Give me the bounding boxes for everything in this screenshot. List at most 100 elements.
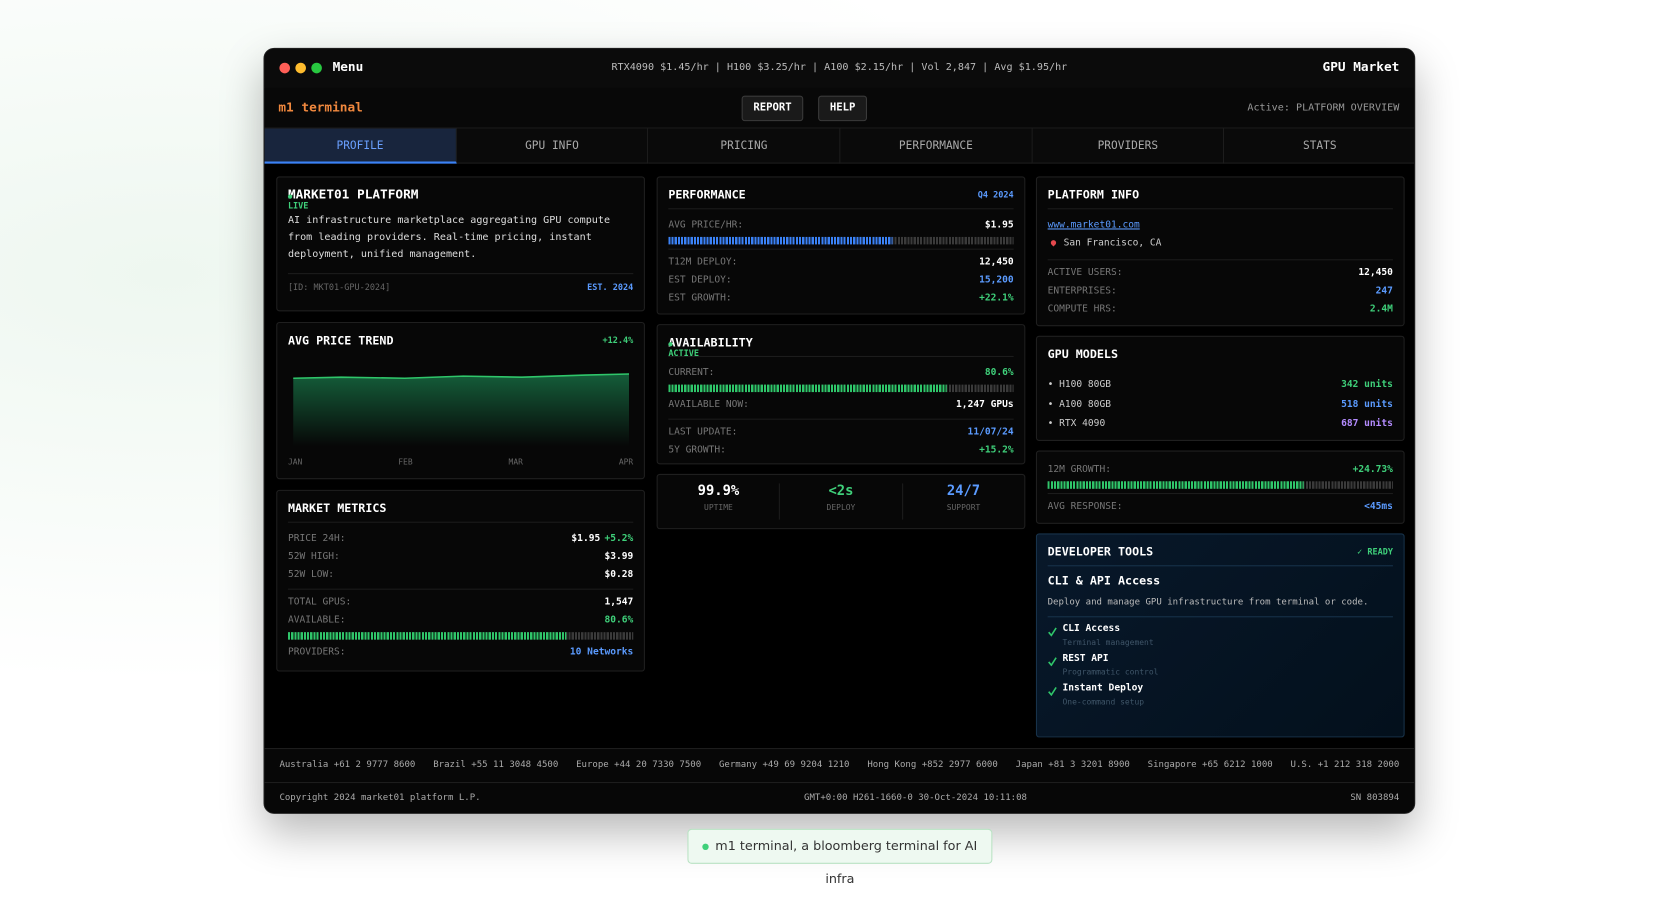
metric-value-text: 247 [1375,285,1393,297]
metric-label: 5Y GROWTH: [668,445,726,456]
timestamp: GMT+0:00 H261-1660-0 30-Oct-2024 10:11:0… [804,792,1027,804]
trend-panel: AVG PRICE TREND +12.4% JAN FEB MAR APR [276,321,645,480]
stats-panel: 99.9% UPTIME <2s DEPLOY 24/7 SUPPORT [656,473,1026,530]
metric-value-text: $3.99 [604,551,634,563]
metric-value-text: 15,200 [979,275,1014,286]
performance-panel: PERFORMANCE Q4 2024 AVG PRICE/HR: $1.95 T12M… [656,176,1026,315]
metric-value-text: 12,450 [979,257,1014,268]
panel-header: MARKET01 PLATFORM LIVE [287,187,633,210]
stat: 99.9% UPTIME [658,483,781,520]
metric-value: $1.95 [985,217,1014,235]
divider [287,588,634,590]
serial-number: SN 803894 [1350,792,1400,804]
window-dot [279,62,291,74]
metric-value: <45ms [1364,498,1393,516]
metric-row: • H100 80GB 342 units [1048,375,1393,395]
divider [1047,493,1393,495]
metric-row: • RTX 4090 687 units [1048,414,1393,434]
location-pin [1049,239,1058,247]
status-text: ✓ READY [1357,546,1393,557]
feature-text: REST API Programmatic control [1063,653,1159,676]
metric-value: 518 units [1341,395,1393,415]
profile-panel: MARKET01 PLATFORM LIVE AI infrastructure m… [276,176,645,312]
stat: <2s DEPLOY [780,483,903,520]
check-icon [1048,627,1057,637]
progress-bar [668,236,1014,245]
tab[interactable]: GPU INFO [456,128,649,164]
month-label: APR [618,456,634,467]
location: San Francisco, CA [1048,235,1393,253]
month-labels: JAN FEB MAR APR [288,453,633,471]
tab[interactable]: PERFORMANCE [840,128,1033,164]
metric-value-text: <45ms [1364,501,1393,513]
caption-text: m1 terminal, a bloomberg terminal for AI… [715,838,978,887]
metric-label: COMPUTE HRS: [1047,303,1117,315]
trend-line [293,373,630,380]
phone-number: U.S. +1 212 318 2000 [1290,759,1400,771]
panel-header: DEVELOPER TOOLS ✓ READY [1047,544,1393,567]
metric-value-text: 11/07/24 [967,427,1014,438]
metric-value: 342 units [1341,375,1393,395]
metric-value: 247 [1376,283,1393,301]
tab[interactable]: PROVIDERS [1032,128,1225,164]
metric-label: AVG PRICE/HR: [668,219,744,231]
progress-fill [668,384,947,393]
feature-detail: Programmatic control [1062,667,1159,677]
phone-number: Australia +61 2 9777 8600 [279,759,416,771]
progress-bar [668,384,1014,393]
profile-footer: [ID: MKT01-GPU-2024] EST. 2024 [288,278,633,296]
metric-label: 52W HIGH: [287,551,340,563]
metric-row: 52W LOW: $0.28 [288,566,633,584]
toolbar-button[interactable]: HELP [818,95,868,122]
metric-value: 80.6% [985,364,1014,382]
metric-value: 80.6% [604,612,633,630]
terminal-window: Menu RTX4090 $1.45/hr | H100 $3.25/hr | A… [263,47,1416,814]
active-view: Active: PLATFORM OVERVIEW [1247,102,1400,114]
metric-label: ACTIVE USERS: [1047,267,1123,279]
window-dot [311,62,322,74]
metric-value-text: $1.95 [984,219,1014,231]
metric-label: AVG RESPONSE: [1047,501,1123,513]
check-mark [1048,627,1063,647]
tab[interactable]: PROFILE [264,128,457,164]
metric-row: CURRENT: 80.6% [668,364,1013,382]
metric-value-text: +15.2% [979,445,1014,456]
status-badge: +12.4% [603,335,634,345]
profile-description: AI infrastructure marketplace aggregatin… [287,213,634,275]
metric-value: +24.73% [1353,461,1393,479]
metrics-panel: MARKET METRICS PRICE 24H: $1.95 +5.2% 52W HI… [276,489,645,672]
month-label: JAN [287,456,303,467]
feature-name: CLI Access [1062,623,1121,635]
panel-header: AVG PRICE TREND +12.4% [288,333,633,354]
metric-value-text: 80.6% [984,367,1014,379]
status-badge: Q4 2024 [978,190,1014,200]
metric-value: 11/07/24 [968,424,1014,442]
metric-row: LAST UPDATE: 11/07/24 [668,424,1013,442]
stat-value: 24/7 [946,483,981,500]
phone-number: Japan +81 3 3201 8900 [1015,759,1130,771]
tab[interactable]: PRICING [648,128,841,164]
website-link[interactable]: www.market01.com [1047,219,1140,231]
toolbar-button[interactable]: REPORT [741,95,804,122]
progress-fill [287,632,567,640]
menu-label[interactable]: Menu [332,59,364,75]
metric-value-text: +24.73% [1352,464,1393,475]
panel-header: PLATFORM INFO [1047,187,1393,210]
panel-title: DEVELOPER TOOLS [1047,544,1154,559]
status-badge: LIVE [287,191,308,210]
stat: 24/7 SUPPORT [903,483,1024,519]
availability-panel: AVAILABILITY ACTIVE CURRENT: 80.6% AVAILABLE… [656,324,1026,465]
metric-value: $0.28 [604,566,633,584]
metric-row: PROVIDERS: 10 Networks [288,644,633,662]
tab[interactable]: STATS [1224,128,1415,164]
metric-value-text: 1,247 GPUs [956,399,1014,411]
panel-title: GPU MODELS [1047,346,1118,361]
metric-label: • RTX 4090 [1047,418,1106,430]
feature-item: Instant Deploy One-command setup [1048,683,1393,707]
location-text: San Francisco, CA [1063,238,1162,249]
caption-dot [702,843,709,850]
metric-label: PRICE 24H: [287,533,346,544]
metric-value-text: 10 Networks [569,647,634,658]
feature-name: Instant Deploy [1062,683,1144,694]
